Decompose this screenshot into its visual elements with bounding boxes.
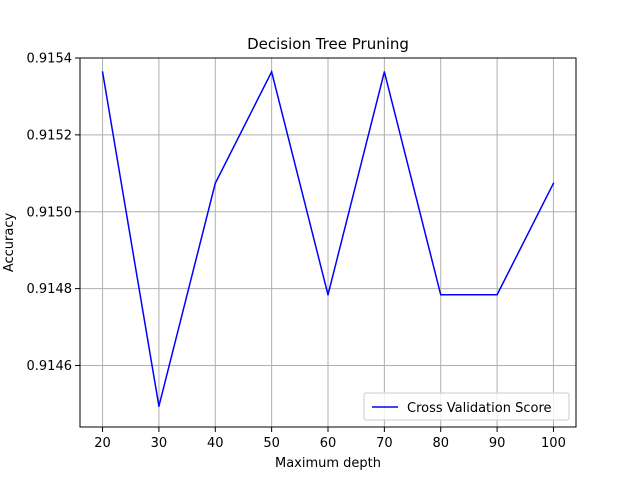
y-tick-label: 0.9154 [27, 52, 73, 67]
y-tick-label: 0.9148 [27, 282, 73, 297]
x-tick-label: 70 [376, 436, 393, 451]
x-tick-label: 60 [320, 436, 337, 451]
chart-title: Decision Tree Pruning [247, 35, 409, 53]
data-point [327, 294, 329, 296]
y-tick-label: 0.9152 [27, 128, 73, 143]
x-tick-label: 80 [432, 436, 449, 451]
data-point [270, 71, 273, 73]
data-point [101, 71, 104, 73]
x-tick-label: 90 [489, 436, 506, 451]
ticks-layer: 20 30 40 50 60 70 80 90 100 0.9146 0.9148 0.9150 0.9… [27, 52, 566, 452]
y-tick-label: 0.9150 [27, 205, 73, 220]
x-tick-label: 50 [263, 436, 280, 451]
data-point [158, 405, 160, 407]
legend: Cross Validation Score [363, 392, 570, 421]
legend-label: Cross Validation Score [407, 401, 552, 416]
series-layer [101, 69, 555, 407]
x-tick-label: 30 [151, 436, 168, 451]
y-axis-label: Accuracy [2, 213, 17, 273]
x-tick-label: 20 [94, 436, 111, 451]
data-point [552, 182, 555, 185]
data-point [383, 71, 386, 73]
y-tick-label: 0.9146 [27, 359, 73, 374]
x-tick-label: 100 [541, 436, 566, 451]
x-tick-label: 40 [207, 436, 224, 451]
x-axis-label: Maximum depth [275, 456, 381, 471]
data-point [496, 294, 498, 296]
legend-box [363, 392, 570, 421]
data-point [214, 182, 217, 185]
grid-layer [80, 57, 576, 427]
data-point [439, 294, 442, 296]
